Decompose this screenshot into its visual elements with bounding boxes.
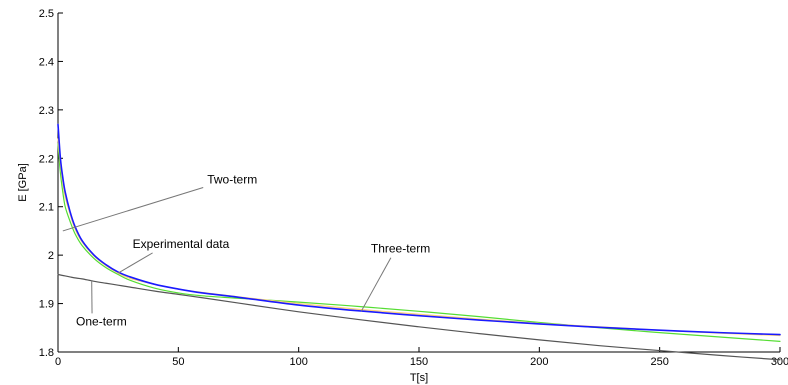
- y-tick-label: 2.3: [39, 105, 54, 117]
- series-line-two-term: [57, 143, 781, 342]
- x-tick-label: 100: [289, 356, 307, 368]
- x-tick-label: 300: [771, 356, 788, 368]
- y-tick-label: 2.5: [39, 8, 54, 20]
- annotation-label-three-term: Three-term: [371, 242, 430, 256]
- y-tick-label: 1.9: [39, 299, 54, 311]
- annotation-layer: Two-term Experimental data Three-term One-t…: [62, 172, 430, 328]
- y-axis-label: E [GPa]: [17, 163, 29, 202]
- annotation-label-one-term: One-term: [76, 314, 127, 328]
- annotation-leader-experimental-data: [117, 252, 153, 274]
- y-tick-label: 2.2: [39, 153, 54, 165]
- x-tick-label: 0: [55, 356, 61, 368]
- series-line-experimental-data: [57, 123, 781, 336]
- x-tick-label: 250: [650, 356, 668, 368]
- annotation-leader-three-term: [360, 257, 392, 312]
- annotation-label-two-term: Two-term: [207, 172, 257, 186]
- x-tick-label: 200: [530, 356, 548, 368]
- x-tick-label: 150: [410, 356, 428, 368]
- y-tick-label: 2.1: [39, 202, 54, 214]
- x-axis-label: T[s]: [410, 372, 428, 384]
- annotation-leader-two-term: [62, 186, 204, 232]
- y-tick-label: 2.4: [39, 56, 54, 68]
- series-line-one-term: [57, 273, 781, 361]
- axes-layer: 0 50 100 150 200 250 300 1.8 1.9 2 2.1 2.2 2.3 2.4 2.5: [39, 8, 788, 368]
- y-tick-label: 1.8: [39, 347, 54, 359]
- annotation-label-experimental-data: Experimental data: [133, 237, 230, 251]
- x-tick-label: 50: [172, 356, 184, 368]
- y-tick-label: 2: [48, 250, 54, 262]
- series-layer: [57, 123, 781, 361]
